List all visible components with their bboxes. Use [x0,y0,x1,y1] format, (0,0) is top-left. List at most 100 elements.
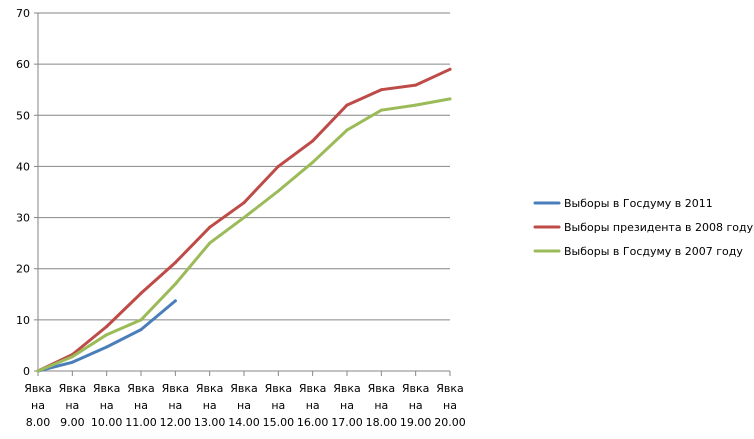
x-tick-label: Явка на 17.00 [331,382,363,429]
x-tick-label-line: 15.00 [263,416,295,429]
legend: Выборы в Госдуму в 2011 Выборы президента… [533,197,754,258]
x-tick-label-line: на [31,399,45,412]
x-tick-label-line: на [237,399,251,412]
series-line-3 [36,97,452,373]
data-point [105,325,109,329]
data-point [379,88,383,92]
x-tick-label-line: Явка [127,382,155,395]
x-tick-label-line: 18.00 [366,416,398,429]
data-point [379,108,383,112]
x-tick-label-line: 9.00 [60,416,85,429]
legend-item: Выборы в Госдуму в 2007 году [533,245,743,258]
gridlines [38,12,450,372]
data-point [414,83,418,87]
data-point [173,261,177,265]
x-tick-label-line: на [409,399,423,412]
legend-label: Выборы в Госдуму в 2011 [564,197,713,210]
data-point [139,291,143,295]
x-tick-label-line: на [271,399,285,412]
x-tick-label-line: на [340,399,354,412]
x-tick-label-line: Явка [93,382,121,395]
x-tick-label-line: на [100,399,114,412]
y-tick-label: 30 [16,212,30,225]
data-point [208,225,212,229]
x-tick-label-line: Явка [333,382,361,395]
x-tick-label-line: на [306,399,320,412]
x-tick-label-line: 20.00 [434,416,466,429]
x-tick-label: Явка на 9.00 [59,382,87,429]
x-tick-label: Явка на 11.00 [125,382,157,429]
data-point [276,164,280,168]
data-point [276,189,280,193]
data-point [105,333,109,337]
x-tick-label-line: 14.00 [228,416,260,429]
x-tick-label: Явка на 10.00 [91,382,123,429]
x-tick-label: Явка на 20.00 [434,382,466,429]
y-tick-label: 70 [16,7,30,20]
x-tick-label: Явка на 8.00 [24,382,52,429]
data-point [173,299,177,303]
data-point [70,355,74,359]
x-tick-label: Явка на 19.00 [400,382,432,429]
data-point [70,360,74,364]
x-tick-label-line: Явка [24,382,52,395]
x-tick-label-line: Явка [299,382,327,395]
legend-label: Выборы президента в 2008 году [564,221,754,234]
x-tick-label-line: 11.00 [125,416,157,429]
x-tick-label-line: на [374,399,388,412]
x-tick-label: Явка на 16.00 [297,382,329,429]
y-axis: 0 10 20 30 40 50 60 70 [16,7,39,378]
y-tick-label: 60 [16,58,30,71]
data-point [139,318,143,322]
x-tick-label-line: 8.00 [26,416,51,429]
x-tick-label-line: Явка [368,382,396,395]
data-point [448,67,452,71]
x-tick-label-line: Явка [59,382,87,395]
data-point [242,201,246,205]
x-tick-label-line: Явка [230,382,258,395]
legend-label: Выборы в Госдуму в 2007 году [564,245,743,258]
x-tick-label-line: на [443,399,457,412]
x-tick-label: Явка на 14.00 [228,382,260,429]
x-tick-label-line: Явка [265,382,293,395]
x-tick-label-line: 19.00 [400,416,432,429]
data-point [311,160,315,164]
data-point [414,103,418,107]
data-point [242,216,246,220]
data-point [311,139,315,143]
x-tick-label-line: на [168,399,182,412]
y-tick-label: 10 [16,314,30,327]
data-point [173,282,177,286]
y-tick-label: 40 [16,160,30,173]
data-point [208,241,212,245]
data-point [448,97,452,101]
x-tick-label-line: на [134,399,148,412]
data-point [105,345,109,349]
x-tick-label-line: 17.00 [331,416,363,429]
y-tick-label: 50 [16,109,30,122]
x-tick-label: Явка на 18.00 [366,382,398,429]
x-tick-label: Явка на 15.00 [263,382,295,429]
x-tick-label-line: на [65,399,79,412]
data-point [36,369,40,373]
legend-item: Выборы в Госдуму в 2011 [533,197,713,210]
x-tick-label-line: 16.00 [297,416,329,429]
y-tick-label: 20 [16,263,30,276]
series-line-2 [36,67,452,373]
x-tick-label: Явка на 13.00 [194,382,226,429]
x-tick-label-line: 10.00 [91,416,123,429]
x-tick-label: Явка на 12.00 [160,382,192,429]
series-lines [36,67,452,373]
x-tick-label-line: Явка [196,382,224,395]
data-point [139,328,143,332]
x-tick-label-line: Явка [162,382,190,395]
data-point [345,103,349,107]
x-tick-label-line: на [203,399,217,412]
data-point [345,128,349,132]
y-tick-label: 0 [23,365,30,378]
x-tick-label-line: 13.00 [194,416,226,429]
legend-item: Выборы президента в 2008 году [533,221,754,234]
x-tick-label-line: 12.00 [160,416,192,429]
x-tick-label-line: Явка [436,382,464,395]
